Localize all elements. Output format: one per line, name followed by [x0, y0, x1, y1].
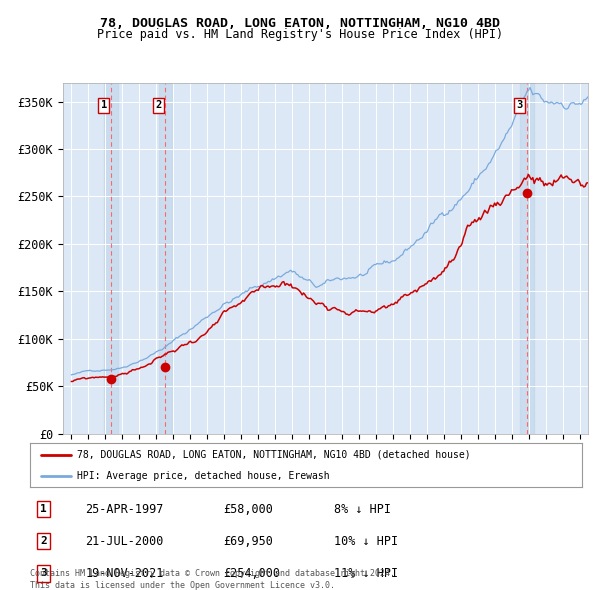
Text: 3: 3 [517, 100, 523, 110]
Text: 78, DOUGLAS ROAD, LONG EATON, NOTTINGHAM, NG10 4BD: 78, DOUGLAS ROAD, LONG EATON, NOTTINGHAM… [100, 17, 500, 30]
Text: 1: 1 [101, 100, 107, 110]
Text: Price paid vs. HM Land Registry's House Price Index (HPI): Price paid vs. HM Land Registry's House … [97, 28, 503, 41]
Text: 2: 2 [155, 100, 161, 110]
Text: 10% ↓ HPI: 10% ↓ HPI [334, 535, 398, 548]
Text: 19-NOV-2021: 19-NOV-2021 [85, 567, 164, 580]
Text: 11% ↓ HPI: 11% ↓ HPI [334, 567, 398, 580]
Text: 78, DOUGLAS ROAD, LONG EATON, NOTTINGHAM, NG10 4BD (detached house): 78, DOUGLAS ROAD, LONG EATON, NOTTINGHAM… [77, 450, 470, 460]
Text: 21-JUL-2000: 21-JUL-2000 [85, 535, 164, 548]
Text: 1: 1 [40, 504, 47, 514]
Text: £58,000: £58,000 [223, 503, 273, 516]
Bar [520, 83, 533, 434]
Text: 3: 3 [40, 568, 47, 578]
Text: HPI: Average price, detached house, Erewash: HPI: Average price, detached house, Erew… [77, 471, 329, 481]
Text: £254,000: £254,000 [223, 567, 280, 580]
Bar [158, 83, 172, 434]
Text: £69,950: £69,950 [223, 535, 273, 548]
Text: 2: 2 [40, 536, 47, 546]
Text: 8% ↓ HPI: 8% ↓ HPI [334, 503, 391, 516]
Text: Contains HM Land Registry data © Crown copyright and database right 2024.
This d: Contains HM Land Registry data © Crown c… [30, 569, 395, 590]
Bar [104, 83, 118, 434]
Text: 25-APR-1997: 25-APR-1997 [85, 503, 164, 516]
